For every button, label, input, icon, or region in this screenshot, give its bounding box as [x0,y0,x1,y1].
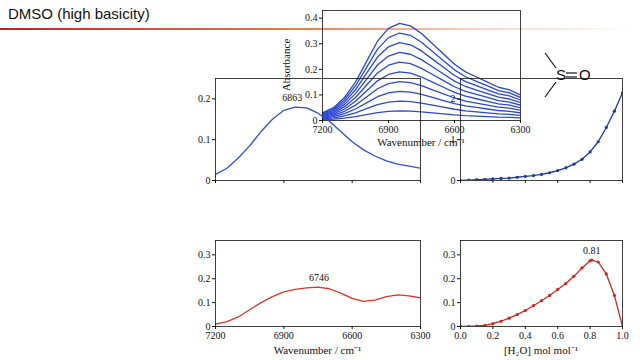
svg-text:0.1: 0.1 [443,297,456,308]
svg-text:0.3: 0.3 [443,249,456,260]
svg-text:2: 2 [451,93,456,104]
svg-text:0.3: 0.3 [305,38,318,49]
svg-text:0.4: 0.4 [305,12,318,23]
svg-text:0.2: 0.2 [305,64,318,75]
svg-text:7200: 7200 [206,330,226,341]
svg-text:0.2: 0.2 [198,93,211,104]
svg-text:1: 1 [451,134,456,145]
svg-text:0.1: 0.1 [198,134,211,145]
svg-text:0.3: 0.3 [198,249,211,260]
svg-text:6863: 6863 [282,92,302,103]
svg-text:0: 0 [451,175,456,186]
svg-text:0.81: 0.81 [583,245,601,256]
svg-text:0.2: 0.2 [198,273,211,284]
svg-text:0.2: 0.2 [443,273,456,284]
svg-text:6900: 6900 [274,330,294,341]
svg-text:0.4: 0.4 [519,330,532,341]
svg-text:0.8: 0.8 [584,330,597,341]
svg-text:0.6: 0.6 [551,330,564,341]
svg-text:7200: 7200 [313,124,333,135]
svg-text:0.1: 0.1 [305,89,318,100]
svg-text:0.1: 0.1 [198,297,211,308]
svg-text:0: 0 [206,175,211,186]
svg-text:6900: 6900 [379,124,399,135]
svg-text:0.0: 0.0 [454,330,467,341]
svg-text:6300: 6300 [411,330,431,341]
svg-text:6746: 6746 [309,272,329,283]
svg-text:0.2: 0.2 [487,330,500,341]
svg-text:1.0: 1.0 [616,330,629,341]
svg-text:6300: 6300 [511,124,531,135]
svg-text:6600: 6600 [342,330,362,341]
